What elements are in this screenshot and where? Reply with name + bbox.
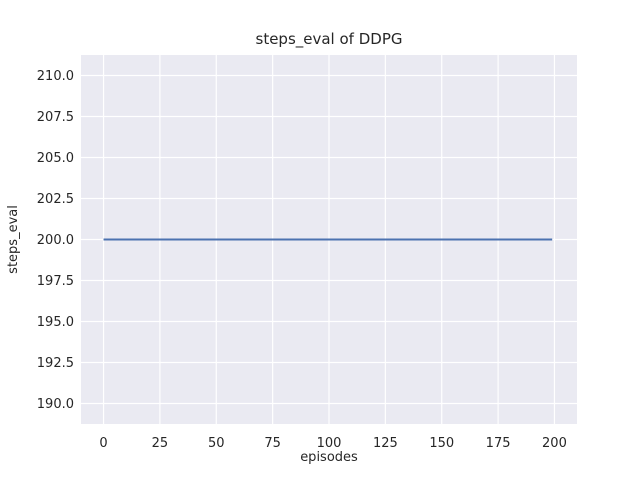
x-tick-label: 25 [152, 436, 169, 451]
y-tick-label: 192.5 [37, 356, 74, 371]
y-tick-label: 202.5 [37, 192, 74, 207]
x-tick-label: 200 [542, 436, 567, 451]
x-tick-label: 100 [317, 436, 342, 451]
y-tick-label: 205.0 [37, 151, 74, 166]
x-tick-label: 125 [373, 436, 398, 451]
y-tick-label: 207.5 [37, 110, 74, 125]
x-tick-label: 50 [208, 436, 225, 451]
x-tick-label: 150 [429, 436, 454, 451]
y-tick-label: 190.0 [37, 397, 74, 412]
tick-labels: 0 25 50 75 100 125 150 175 200 190.0 192.5 195.0 197… [37, 69, 567, 451]
chart-title: steps_eval of DDPG [256, 30, 403, 49]
x-tick-label: 75 [264, 436, 281, 451]
y-tick-label: 210.0 [37, 69, 74, 84]
x-axis-label: episodes [300, 450, 358, 465]
x-tick-label: 175 [486, 436, 511, 451]
y-tick-label: 195.0 [37, 315, 74, 330]
y-axis-label: steps_eval [6, 205, 21, 274]
y-tick-label: 200.0 [37, 233, 74, 248]
x-tick-label: 0 [99, 436, 107, 451]
y-tick-label: 197.5 [37, 274, 74, 289]
